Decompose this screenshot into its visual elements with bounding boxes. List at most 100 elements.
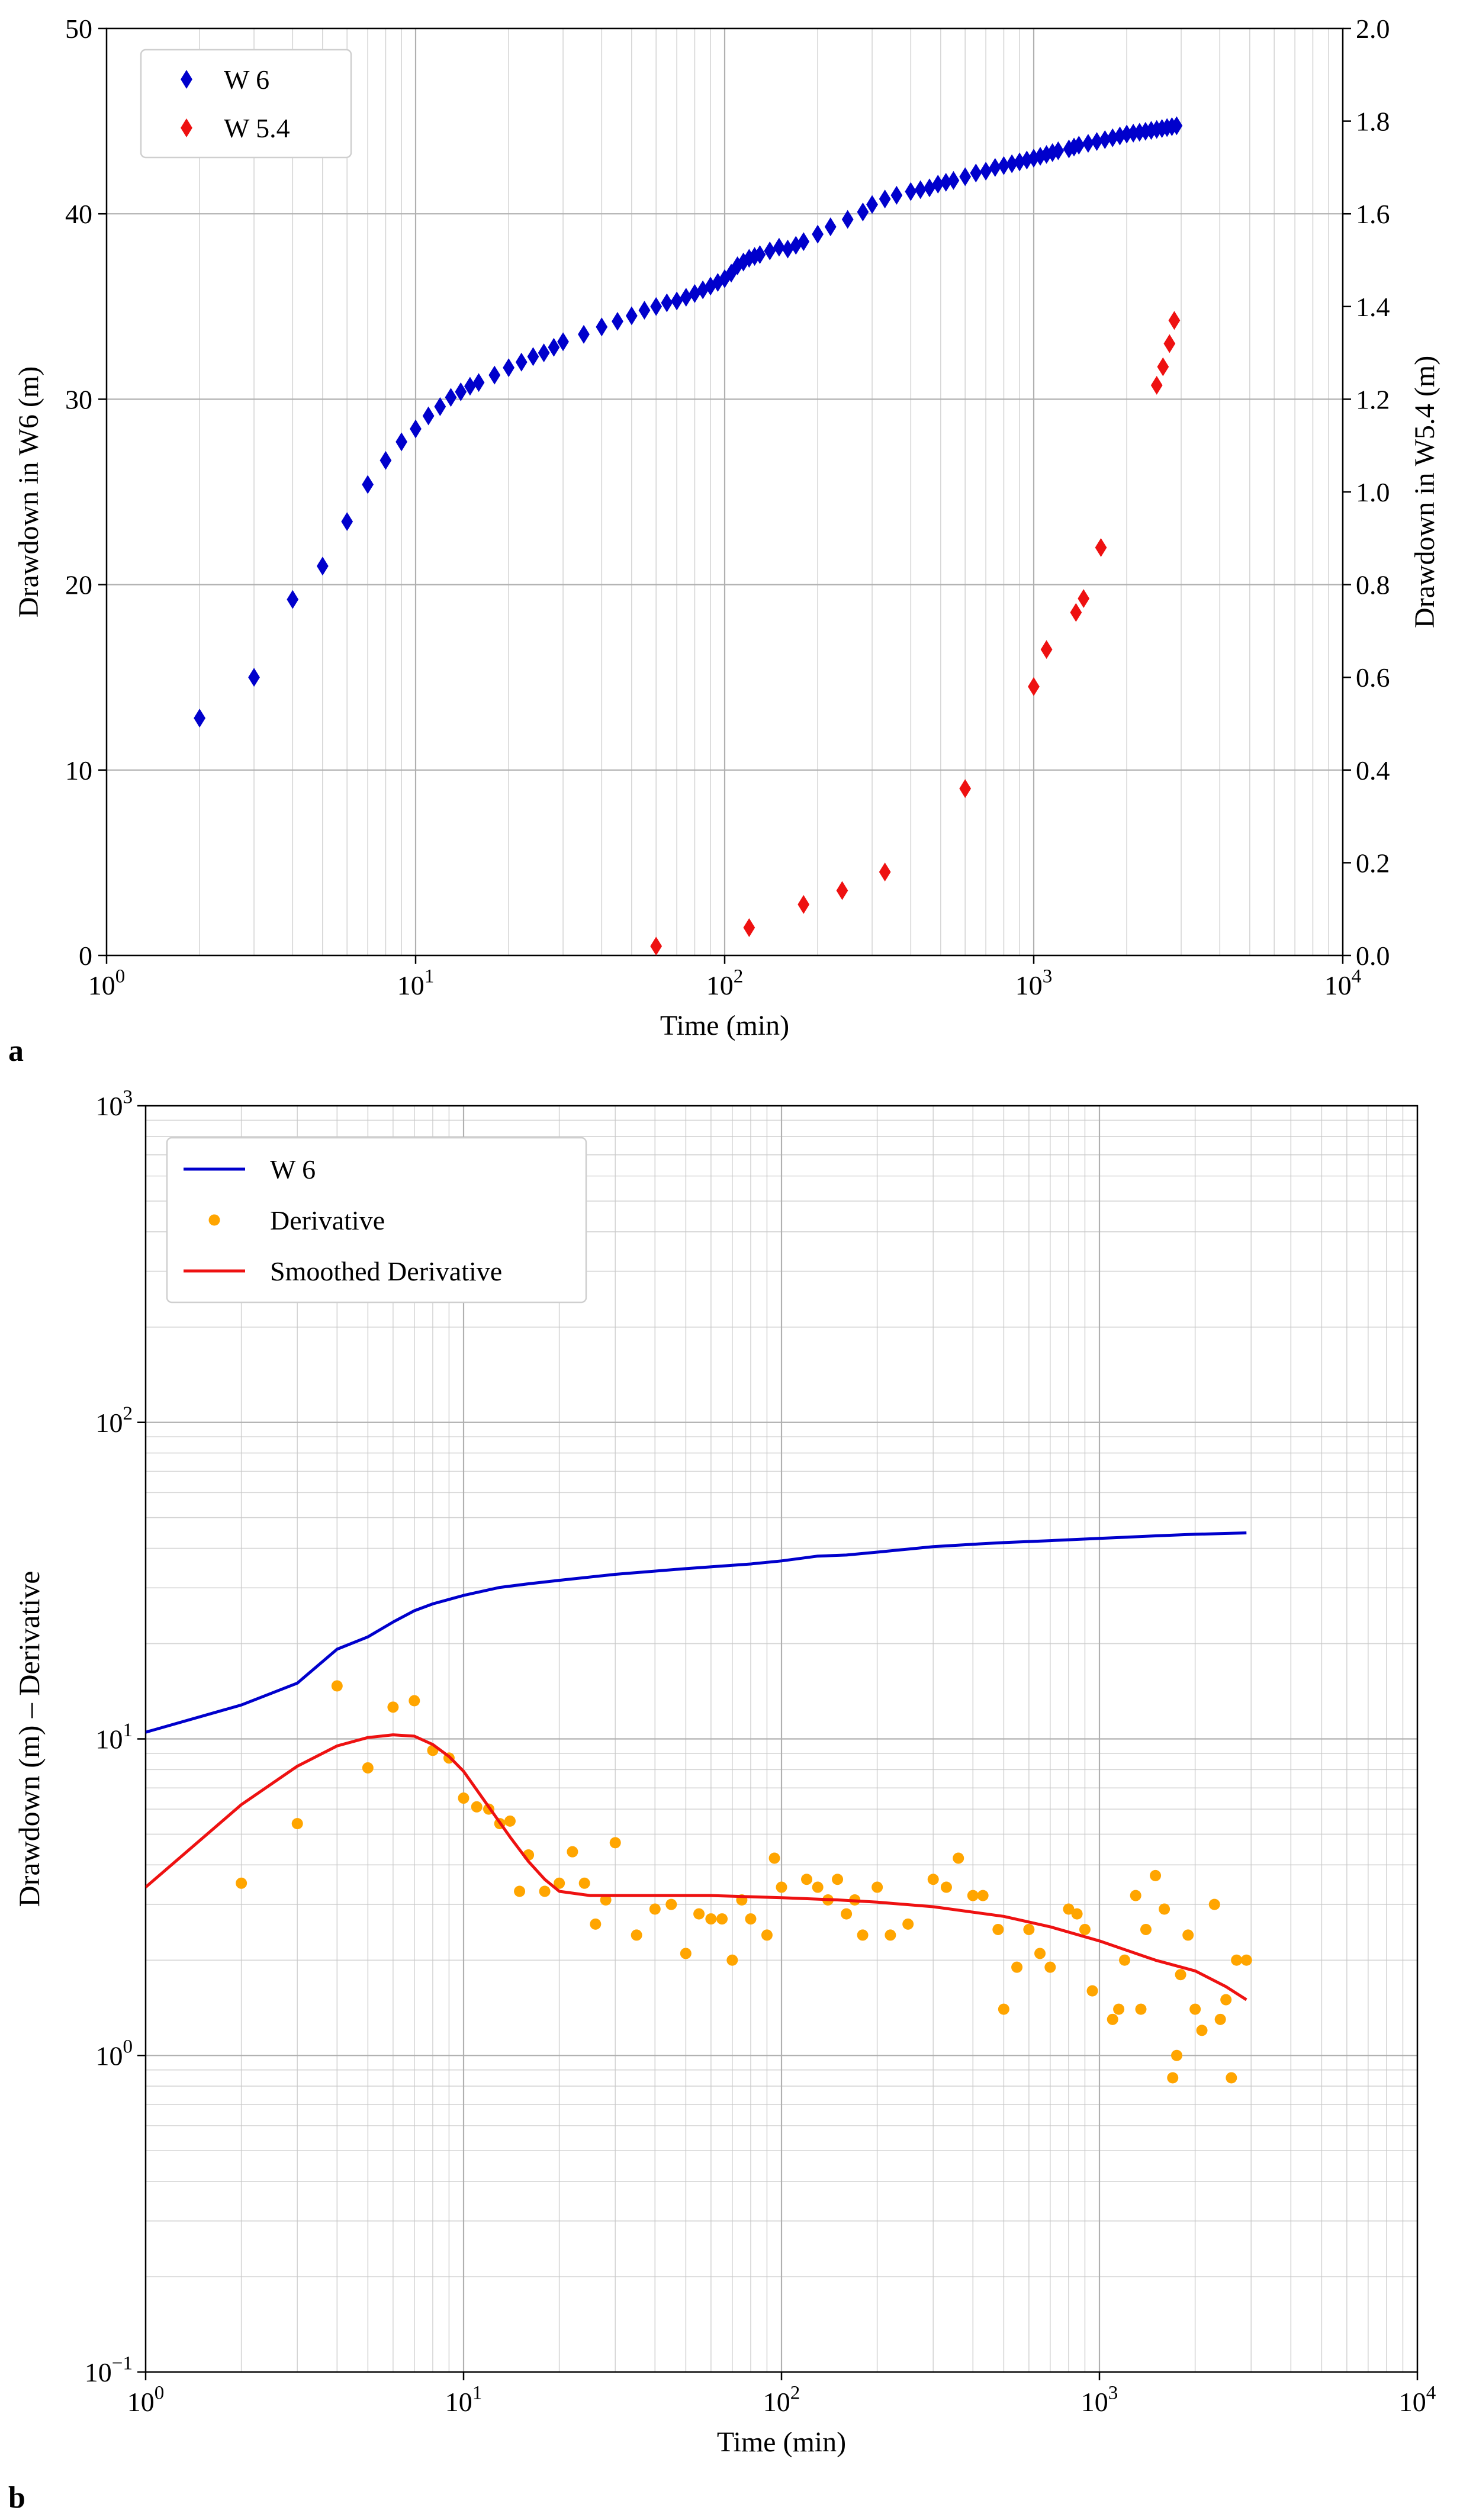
derivative-point <box>600 1894 612 1906</box>
derivative-point <box>705 1913 717 1925</box>
data-point-w6 <box>434 397 446 416</box>
panel-a: 100 101 102 103 104 0 10 20 30 40 50 0.0 0.2 0.4 0.6 0.… <box>13 14 1440 1041</box>
y2-tick-label: 1.0 <box>1356 477 1390 507</box>
y-tick-label: 10 <box>65 755 92 786</box>
data-point-w6 <box>680 288 692 307</box>
data-point-w6 <box>980 162 992 181</box>
data-point-w6 <box>362 475 374 494</box>
derivative-point <box>745 1913 757 1925</box>
derivative-point <box>1226 2072 1237 2084</box>
data-point-w6 <box>797 232 810 252</box>
derivative-point <box>998 2003 1009 2015</box>
x-axis-label: Time (min) <box>660 1010 789 1041</box>
legend-label: W 6 <box>224 65 269 95</box>
data-point-w54 <box>879 862 891 882</box>
data-point-w6 <box>905 182 917 201</box>
x-tick-label: 104 <box>1399 2381 1436 2417</box>
data-point-w6 <box>866 195 878 214</box>
y-tick-label: 0 <box>79 941 92 971</box>
derivative-point <box>331 1680 343 1692</box>
data-point-w6 <box>764 241 776 260</box>
data-point-w6 <box>395 432 408 452</box>
data-point-w54 <box>959 779 972 799</box>
data-point-w54 <box>1168 311 1181 330</box>
derivative-point <box>992 1923 1004 1935</box>
derivative-point <box>362 1762 374 1774</box>
y-tick-label: 10−1 <box>85 2352 133 2387</box>
data-point-w6 <box>472 373 485 392</box>
derivative-point <box>1175 1969 1186 1981</box>
data-point-w6 <box>1082 134 1094 153</box>
derivative-point <box>1063 1903 1075 1915</box>
data-point-w6 <box>661 293 673 313</box>
data-point-w6 <box>548 337 560 357</box>
data-point-w6 <box>638 301 651 320</box>
data-point-w6 <box>989 157 1001 177</box>
derivative-point <box>387 1701 399 1713</box>
y2-tick-label: 0.6 <box>1356 662 1390 693</box>
y-tick-label: 40 <box>65 199 92 229</box>
derivative-point <box>841 1908 853 1920</box>
x-tick-label: 103 <box>1015 965 1053 1000</box>
data-point-w54 <box>1040 640 1053 659</box>
legend-frame <box>166 1137 587 1304</box>
derivative-point <box>885 1929 896 1941</box>
data-point-w6 <box>515 352 528 372</box>
data-point-w54 <box>650 936 663 956</box>
legend: W 6 Derivative Smoothed Derivative <box>166 1137 587 1304</box>
derivative-point <box>812 1881 824 1893</box>
data-point-w6 <box>455 382 467 401</box>
legend-label: Smoothed Derivative <box>270 1256 502 1286</box>
derivative-point <box>977 1890 989 1901</box>
y2-tick-label: 1.4 <box>1356 292 1390 322</box>
derivative-point <box>1023 1923 1035 1935</box>
derivative-point <box>578 1877 590 1889</box>
y2-tick-label: 0.2 <box>1356 848 1390 878</box>
y-tick-label: 100 <box>95 2036 133 2071</box>
derivative-point <box>940 1881 952 1893</box>
derivative-point <box>458 1792 469 1804</box>
derivative-point <box>1171 2049 1183 2061</box>
data-point-w6 <box>1073 136 1085 155</box>
data-point-w6 <box>857 202 869 222</box>
data-point-w6 <box>503 358 515 378</box>
data-point-w6 <box>316 556 329 576</box>
data-point-w54 <box>743 918 755 937</box>
derivative-point <box>631 1929 642 1941</box>
series-line-smoothed <box>146 1733 1247 2001</box>
data-point-w6 <box>879 189 891 209</box>
derivative-point <box>609 1837 621 1849</box>
derivative-point <box>872 1881 883 1893</box>
y-axis-label: Drawdown in W6 (m) <box>13 366 44 617</box>
panel-label-b: b <box>8 2481 25 2515</box>
legend-frame <box>140 49 352 159</box>
data-point-w6 <box>1170 116 1183 136</box>
data-point-w6 <box>194 709 206 728</box>
data-point-w54 <box>1163 334 1176 353</box>
x-tick-label: 104 <box>1324 965 1362 1000</box>
derivative-point <box>1220 1994 1232 2006</box>
derivative-point <box>726 1954 738 1966</box>
data-point-w6 <box>1052 141 1065 160</box>
derivative-point <box>1167 2072 1179 2084</box>
legend-label: W 6 <box>270 1154 316 1185</box>
data-point-w6 <box>671 291 683 311</box>
y-tick-label: 101 <box>95 1719 133 1755</box>
data-point-w54 <box>1150 375 1163 395</box>
derivative-point <box>693 1908 705 1920</box>
derivative-point <box>680 1948 692 1959</box>
data-point-w6 <box>812 224 824 244</box>
derivative-point <box>539 1885 551 1897</box>
derivative-point <box>832 1874 844 1885</box>
x-tick-label: 101 <box>445 2381 483 2417</box>
data-point-w6 <box>773 237 785 257</box>
data-point-w6 <box>557 332 569 352</box>
data-point-w6 <box>410 419 422 439</box>
derivative-point <box>1130 1890 1141 1901</box>
derivative-point <box>1240 1954 1252 1966</box>
derivative-point <box>1086 1985 1098 1997</box>
derivative-point <box>1107 2013 1118 2025</box>
plot-area <box>146 1531 1252 2084</box>
